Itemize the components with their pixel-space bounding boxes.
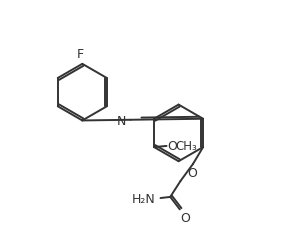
Text: F: F [76, 48, 83, 60]
Text: H₂N: H₂N [132, 192, 156, 205]
Text: O: O [181, 211, 190, 224]
Text: CH₃: CH₃ [175, 140, 197, 153]
Text: N: N [117, 115, 127, 128]
Text: O: O [168, 140, 177, 153]
Text: O: O [187, 166, 197, 179]
